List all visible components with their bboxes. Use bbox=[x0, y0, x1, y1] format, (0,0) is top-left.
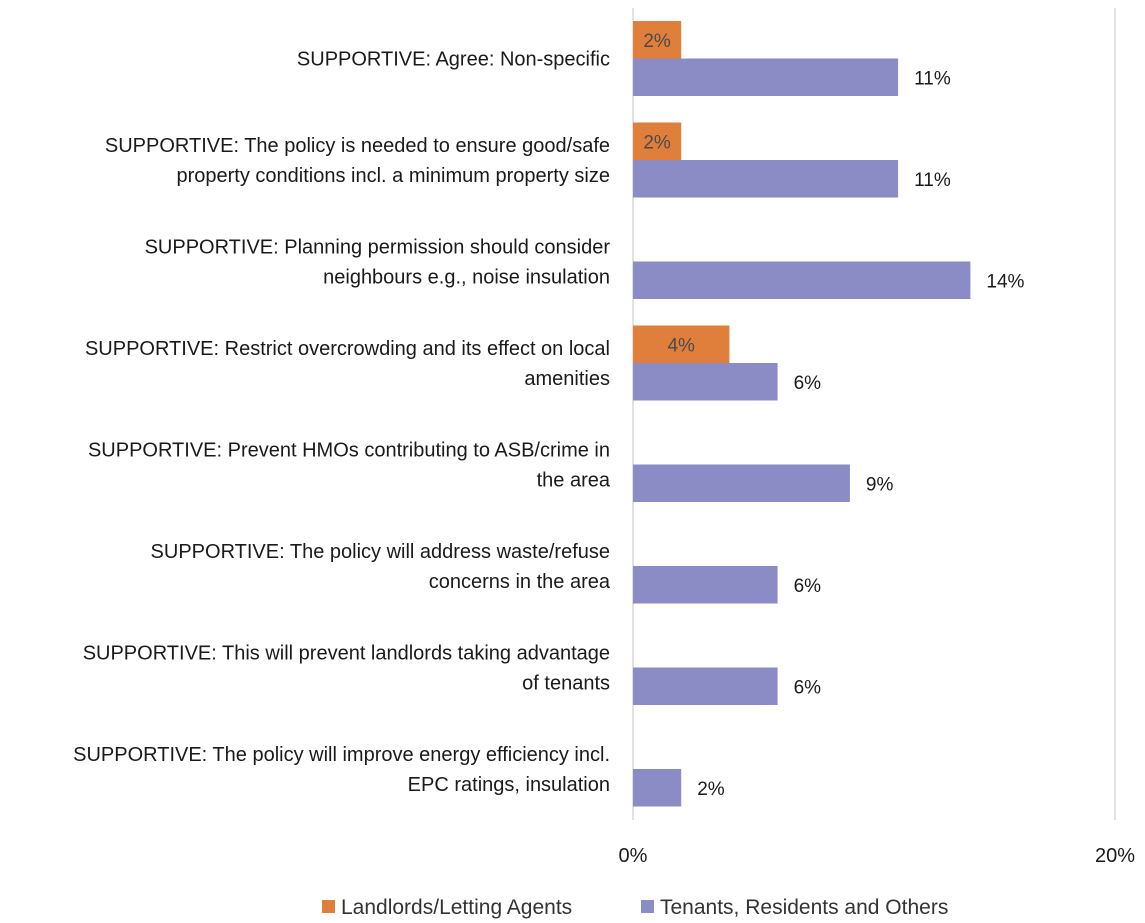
legend-swatch-landlords bbox=[322, 900, 335, 913]
legend-label-tenants: Tenants, Residents and Others bbox=[660, 896, 948, 919]
data-label-landlords-3: 4% bbox=[667, 335, 695, 356]
bar-groups: 2% 11% 2% 11% 14% 4% 6% 9% 6% 6% 2% bbox=[633, 21, 1025, 807]
axis-tick-labels: 0% 20% bbox=[619, 845, 1136, 867]
legend: Landlords/Letting Agents Tenants, Residen… bbox=[322, 896, 948, 919]
x-tick-label-0: 0% bbox=[619, 845, 648, 867]
x-tick-label-1: 20% bbox=[1095, 845, 1135, 867]
category-label-2-line-1: neighbours e.g., noise insulation bbox=[323, 267, 610, 289]
data-label-tenants-1: 11% bbox=[914, 170, 951, 191]
category-label-4-line-0: SUPPORTIVE: Prevent HMOs contributing to… bbox=[88, 440, 610, 462]
legend-swatch-tenants bbox=[641, 900, 654, 913]
category-label-1-line-0: SUPPORTIVE: The policy is needed to ensu… bbox=[105, 135, 610, 157]
data-label-tenants-6: 6% bbox=[794, 677, 822, 698]
data-label-tenants-0: 11% bbox=[914, 68, 951, 89]
category-label-2-line-0: SUPPORTIVE: Planning permission should c… bbox=[145, 237, 611, 259]
data-label-tenants-7: 2% bbox=[697, 779, 725, 800]
bar-tenants-1 bbox=[633, 160, 899, 198]
bar-landlords-3 bbox=[633, 325, 730, 363]
data-label-tenants-2: 14% bbox=[986, 271, 1024, 292]
data-label-tenants-3: 6% bbox=[794, 373, 822, 394]
category-label-5-line-0: SUPPORTIVE: The policy will address wast… bbox=[151, 541, 610, 563]
category-label-6-line-1: of tenants bbox=[522, 673, 610, 695]
category-label-0-line-0: SUPPORTIVE: Agree: Non-specific bbox=[297, 49, 610, 71]
category-label-4-line-1: the area bbox=[537, 470, 611, 492]
bar-tenants-0 bbox=[633, 58, 899, 96]
bar-landlords-1 bbox=[633, 122, 682, 160]
category-label-5-line-1: concerns in the area bbox=[429, 571, 611, 593]
category-label-7-line-0: SUPPORTIVE: The policy will improve ener… bbox=[73, 744, 610, 766]
data-label-landlords-0: 2% bbox=[643, 31, 671, 52]
bar-tenants-5 bbox=[633, 566, 778, 604]
bar-tenants-2 bbox=[633, 261, 971, 299]
category-label-6-line-0: SUPPORTIVE: This will prevent landlords … bbox=[83, 643, 610, 665]
category-label-3-line-0: SUPPORTIVE: Restrict overcrowding and it… bbox=[85, 338, 610, 360]
legend-label-landlords: Landlords/Letting Agents bbox=[341, 896, 572, 919]
category-label-7-line-1: EPC ratings, insulation bbox=[408, 774, 610, 796]
data-label-tenants-4: 9% bbox=[866, 474, 894, 495]
bar-tenants-6 bbox=[633, 667, 778, 705]
data-label-landlords-1: 2% bbox=[643, 132, 671, 153]
bar-tenants-3 bbox=[633, 363, 778, 401]
bar-landlords-0 bbox=[633, 21, 682, 59]
data-label-tenants-5: 6% bbox=[794, 576, 822, 597]
category-label-1-line-1: property conditions incl. a minimum prop… bbox=[176, 165, 610, 187]
category-labels: SUPPORTIVE: Agree: Non-specific SUPPORTIV… bbox=[73, 49, 611, 797]
bar-tenants-4 bbox=[633, 464, 850, 502]
bar-tenants-7 bbox=[633, 769, 682, 807]
category-label-3-line-1: amenities bbox=[524, 368, 610, 390]
